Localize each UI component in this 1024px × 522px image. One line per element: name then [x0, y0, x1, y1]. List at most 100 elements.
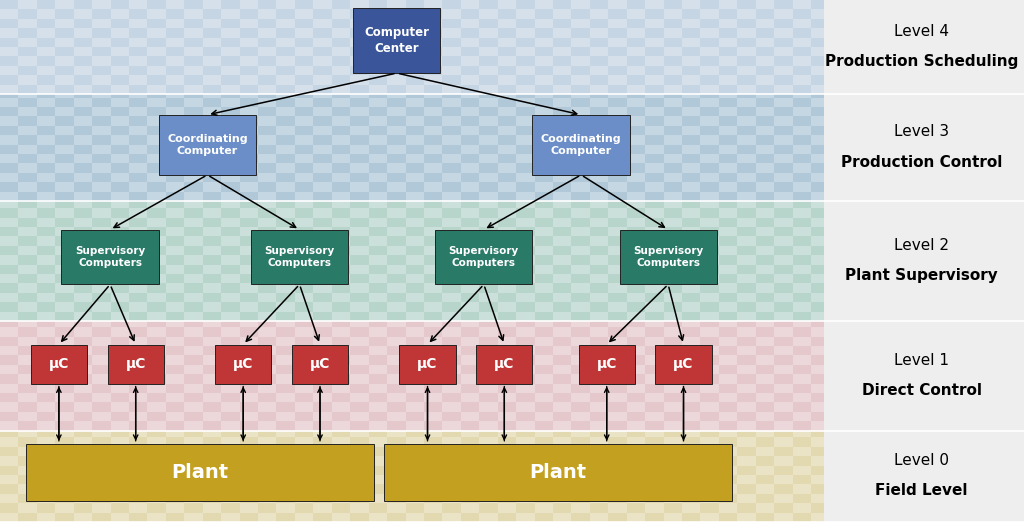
Bar	[18, 145, 37, 154]
Bar	[682, 393, 700, 402]
Bar	[664, 116, 682, 126]
Bar	[37, 365, 55, 374]
Bar	[774, 293, 793, 302]
Bar	[553, 421, 571, 431]
Bar	[719, 355, 737, 365]
Bar	[387, 19, 406, 28]
Bar	[424, 126, 442, 135]
Bar	[406, 236, 424, 246]
Bar	[406, 513, 424, 522]
Bar	[129, 227, 147, 236]
Bar	[147, 346, 166, 355]
Bar	[774, 475, 793, 484]
Bar	[479, 98, 498, 107]
Bar	[442, 421, 461, 431]
Bar	[664, 327, 682, 337]
Bar	[203, 355, 221, 365]
Bar	[55, 503, 74, 513]
Bar	[240, 163, 258, 173]
Bar	[590, 218, 608, 227]
Bar	[55, 302, 74, 312]
Bar	[655, 345, 712, 384]
Bar	[0, 98, 18, 107]
Bar	[461, 75, 479, 85]
Text: μC: μC	[310, 357, 330, 371]
Bar	[350, 302, 369, 312]
Bar	[276, 265, 295, 274]
Bar	[719, 163, 737, 173]
Bar	[737, 494, 756, 503]
Bar	[479, 456, 498, 466]
Bar	[111, 192, 129, 201]
Bar	[295, 513, 313, 522]
Bar	[793, 321, 811, 327]
Bar	[92, 302, 111, 312]
Bar	[553, 135, 571, 145]
Bar	[571, 94, 590, 98]
Bar	[350, 503, 369, 513]
Bar	[240, 56, 258, 66]
Bar	[37, 66, 55, 75]
Bar	[424, 145, 442, 154]
Bar	[719, 126, 737, 135]
Bar	[461, 337, 479, 346]
Bar	[184, 236, 203, 246]
Bar	[0, 201, 824, 321]
Bar	[553, 293, 571, 302]
Bar	[535, 246, 553, 255]
Bar	[166, 145, 184, 154]
Bar	[240, 302, 258, 312]
Bar	[221, 85, 240, 94]
Bar	[627, 274, 645, 283]
Bar	[37, 85, 55, 94]
Bar	[535, 38, 553, 47]
Bar	[627, 456, 645, 466]
Bar	[0, 274, 18, 283]
Bar	[313, 208, 332, 218]
Bar	[590, 365, 608, 374]
Bar	[627, 421, 645, 431]
Bar	[664, 236, 682, 246]
Bar	[369, 85, 387, 94]
Bar	[793, 38, 811, 47]
Bar	[774, 9, 793, 19]
Bar	[479, 312, 498, 321]
Bar	[147, 384, 166, 393]
Bar	[627, 135, 645, 145]
Bar	[442, 201, 461, 208]
Bar	[350, 393, 369, 402]
Bar	[664, 192, 682, 201]
Bar	[498, 431, 516, 437]
Bar	[332, 494, 350, 503]
Bar	[18, 227, 37, 236]
Bar	[476, 345, 532, 384]
Bar	[627, 154, 645, 163]
Bar	[756, 75, 774, 85]
Bar	[129, 246, 147, 255]
Bar	[240, 355, 258, 365]
Bar	[461, 94, 479, 98]
Bar	[332, 173, 350, 182]
Bar	[774, 255, 793, 265]
Bar	[535, 447, 553, 456]
Bar	[240, 75, 258, 85]
Bar	[498, 56, 516, 66]
Bar	[92, 447, 111, 456]
Bar	[535, 265, 553, 274]
Bar	[516, 236, 535, 246]
Bar	[313, 75, 332, 85]
Bar	[535, 56, 553, 66]
Bar	[258, 85, 276, 94]
Bar	[129, 0, 147, 9]
Bar	[535, 302, 553, 312]
Bar	[74, 135, 92, 145]
Bar	[369, 402, 387, 412]
Bar	[166, 484, 184, 494]
Bar	[129, 182, 147, 192]
Bar	[258, 513, 276, 522]
Bar	[18, 126, 37, 135]
Bar	[682, 126, 700, 135]
Bar	[682, 431, 700, 437]
Bar	[184, 255, 203, 265]
Bar	[516, 421, 535, 431]
